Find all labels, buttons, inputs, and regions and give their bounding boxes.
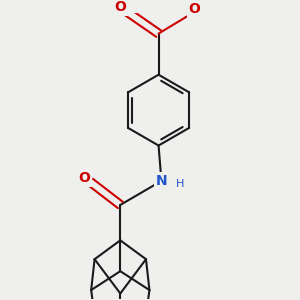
Text: O: O [114, 0, 126, 14]
Text: O: O [78, 170, 90, 184]
Text: N: N [156, 174, 167, 188]
Text: H: H [176, 179, 184, 189]
Text: O: O [189, 2, 200, 16]
